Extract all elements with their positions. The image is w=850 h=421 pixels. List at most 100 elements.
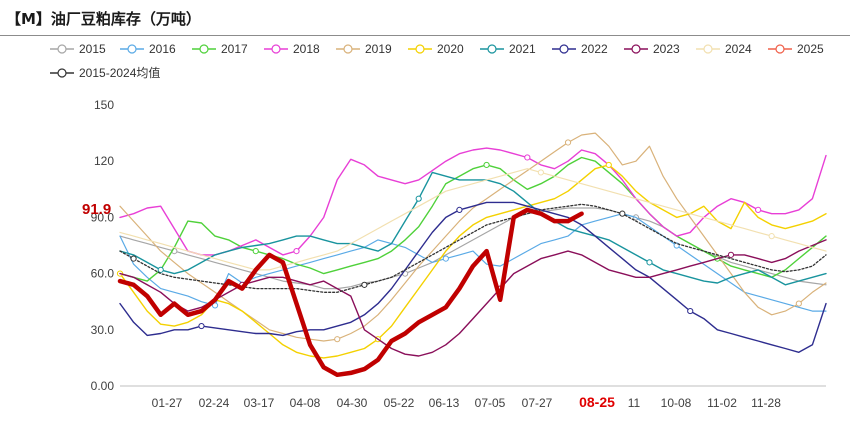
- current-value-label: 91.9: [82, 201, 111, 218]
- legend-label: 2017: [221, 42, 248, 56]
- data-point: [293, 248, 300, 255]
- legend-item-2023: 2023: [624, 42, 680, 56]
- legend: 2015 2016 2017 2018 2019 2020 2021 2022 2023 2024…: [50, 42, 824, 80]
- data-point: [564, 139, 572, 146]
- legend-marker: [631, 44, 641, 54]
- y-tick-label: 120: [94, 154, 114, 168]
- legend-label: 2019: [365, 42, 392, 56]
- legend-marker: [415, 44, 425, 54]
- legend-marker: [559, 44, 569, 54]
- legend-item-2022: 2022: [552, 42, 608, 56]
- legend-marker: [57, 44, 67, 54]
- data-point: [619, 210, 626, 217]
- data-point: [524, 154, 531, 161]
- axes: 0.00 30.0 60.0 90.0 120 150 01-27 02-24 03-17 04-…: [91, 98, 826, 410]
- legend-marker: [57, 68, 67, 78]
- x-tick-label: 04-30: [337, 396, 368, 410]
- series-2023: [119, 239, 827, 357]
- legend-marker: [199, 44, 209, 54]
- title-divider: [0, 35, 850, 36]
- x-tick-label: 11-02: [707, 396, 737, 410]
- legend-item-2020: 2020: [408, 42, 464, 56]
- legend-label: 2015-2024均值: [79, 65, 160, 80]
- series-line: [119, 201, 827, 353]
- legend-item-2021: 2021: [480, 42, 536, 56]
- legend-item-2015: 2015: [50, 42, 106, 56]
- data-point: [157, 266, 164, 273]
- y-tick-label: 90.0: [91, 210, 115, 224]
- legend-label: 2020: [437, 42, 464, 56]
- x-tick-label: 01-27: [152, 396, 183, 410]
- data-point: [130, 255, 137, 262]
- y-tick-label: 30.0: [91, 323, 115, 337]
- x-tick-label: 05-22: [384, 396, 415, 410]
- data-point: [415, 195, 422, 202]
- legend-label: 2016: [149, 42, 176, 56]
- x-tick-label: 04-08: [290, 396, 321, 410]
- legend-item-2016: 2016: [120, 42, 176, 56]
- data-point: [252, 248, 259, 255]
- data-point: [768, 233, 775, 240]
- legend-item-2019: 2019: [336, 42, 392, 56]
- legend-item-2017: 2017: [192, 42, 248, 56]
- legend-marker: [271, 44, 281, 54]
- x-tick-label: 07-27: [522, 396, 553, 410]
- series-line: [119, 168, 827, 271]
- series-2024: [119, 168, 827, 271]
- data-point: [646, 259, 653, 266]
- data-point: [456, 206, 463, 214]
- data-point: [795, 300, 802, 307]
- legend-label: 2022: [581, 42, 608, 56]
- data-point: [537, 169, 544, 176]
- data-point: [687, 307, 694, 315]
- legend-marker: [703, 44, 713, 54]
- series-2019: [119, 132, 827, 343]
- series-line: [119, 207, 827, 290]
- legend-label: 2024: [725, 42, 752, 56]
- data-point: [727, 251, 735, 258]
- legend-item-2025: 2025: [768, 42, 824, 56]
- series-line: [119, 147, 827, 256]
- x-tick-label: 03-17: [244, 396, 275, 410]
- plot-area: 91.9: [82, 132, 827, 378]
- x-tick-label: 06-13: [429, 396, 460, 410]
- data-point: [361, 281, 368, 288]
- data-point: [211, 302, 219, 309]
- data-point: [755, 206, 762, 214]
- data-point: [605, 161, 612, 169]
- series-2015: [119, 207, 827, 290]
- data-point: [442, 255, 449, 262]
- series-line: [119, 164, 827, 359]
- series-2018: [119, 147, 827, 256]
- legend-marker: [775, 44, 785, 54]
- series-line: [117, 207, 584, 378]
- y-tick-label: 0.00: [91, 379, 115, 393]
- series-2016: [119, 213, 827, 312]
- legend-label: 2025: [797, 42, 824, 56]
- legend-label: 2023: [653, 42, 680, 56]
- y-tick-label: 60.0: [91, 267, 115, 281]
- data-point: [334, 336, 341, 343]
- x-tick-label: 07-05: [475, 396, 506, 410]
- legend-item-2018: 2018: [264, 42, 320, 56]
- y-tick-label: 150: [94, 98, 114, 112]
- series-line: [119, 239, 827, 357]
- legend-label: 2015: [79, 42, 106, 56]
- series-current-year: [117, 207, 584, 378]
- x-tick-label: 08-25: [579, 394, 615, 410]
- legend-label: 2018: [293, 42, 320, 56]
- x-tick-label: 10-08: [661, 396, 692, 410]
- legend-marker: [487, 44, 497, 54]
- legend-item-2024: 2024: [696, 42, 752, 56]
- series-line: [119, 213, 827, 312]
- series-2017: [119, 156, 827, 282]
- chart-title: 【M】油厂豆粕库存（万吨）: [6, 10, 201, 28]
- x-tick-label: 02-24: [199, 396, 230, 410]
- data-point: [198, 322, 205, 330]
- series-line: [119, 132, 827, 342]
- x-tick-label: 11-28: [751, 396, 781, 410]
- series-2021: [119, 171, 827, 286]
- legend-item-2015-2024均值: 2015-2024均值: [50, 65, 160, 80]
- series-line: [119, 156, 827, 282]
